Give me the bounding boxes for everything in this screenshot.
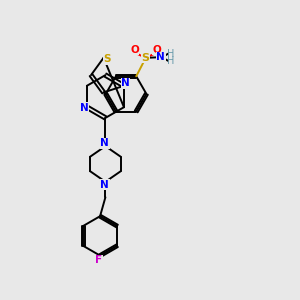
- Text: H: H: [167, 56, 174, 66]
- Text: S: S: [142, 53, 150, 63]
- Text: N: N: [100, 180, 109, 190]
- Text: N: N: [156, 52, 165, 62]
- Text: S: S: [103, 54, 111, 64]
- Text: F: F: [95, 255, 102, 265]
- Text: O: O: [130, 44, 139, 55]
- Text: N: N: [121, 78, 130, 88]
- Text: H: H: [167, 49, 174, 59]
- Text: O: O: [153, 44, 161, 55]
- Text: N: N: [100, 138, 109, 148]
- Text: N: N: [80, 103, 88, 113]
